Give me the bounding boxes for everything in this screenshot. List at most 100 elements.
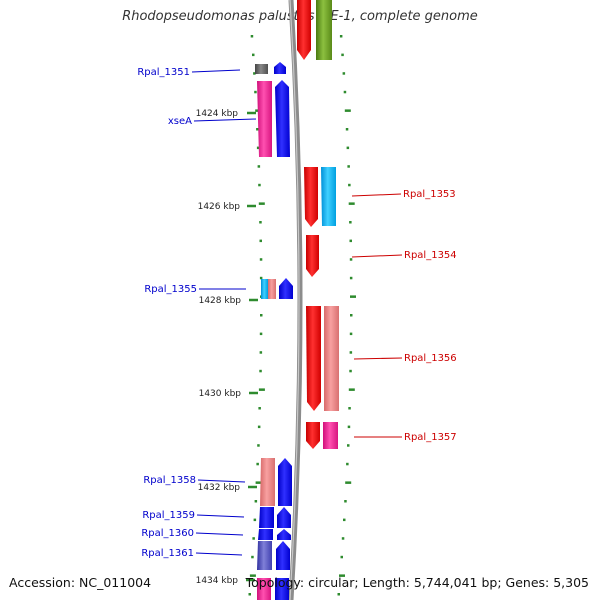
scale-tick: 1428 kbp [199,296,258,306]
scale-tick-label: 1426 kbp [198,202,241,212]
gene-label-text: Rpal_1360 [141,528,194,539]
minor-tick-dot [256,462,259,466]
genome-backbone-highlight [289,0,300,600]
minor-tick-dot [342,72,346,75]
minor-tick-dot [344,109,351,112]
minor-tick-dot [349,369,352,373]
minor-tick-dot [253,72,256,75]
minor-tick-dot [259,351,263,354]
gene-feature-arrow[interactable] [257,541,272,570]
minor-tick-dot [339,35,343,38]
gene-label-text: Rpal_1356 [404,353,457,364]
gene-feature-arrow[interactable] [297,0,311,60]
minor-tick-dot [250,35,254,38]
gene-feature-arrow[interactable] [316,0,332,60]
minor-tick-dot [258,202,265,205]
gene-label-text: Rpal_1359 [142,510,195,521]
gene-feature-arrow[interactable] [258,529,273,540]
minor-tick-dot [347,425,351,429]
gene-feature-arrow[interactable] [277,507,291,528]
scale-tick-label: 1432 kbp [198,483,241,493]
gene-feature-arrow[interactable] [276,541,290,570]
minor-tick-dot [260,314,263,317]
gene-label-rpal-1361[interactable]: Rpal_1361 [141,548,243,559]
gene-feature-arrow[interactable] [255,64,268,74]
gene-feature-arrow[interactable] [278,458,292,506]
gene-feature-arrow[interactable] [323,422,338,449]
minor-tick-dot [349,258,353,261]
gene-label-rpal-1358[interactable]: Rpal_1358 [143,475,246,486]
minor-tick-dot [346,146,350,150]
gene-feature-arrow[interactable] [259,507,274,528]
gene-label-text: xseA [168,116,192,127]
minor-tick-dot [255,481,262,484]
minor-tick-dot [256,146,260,150]
minor-tick-dot [347,165,350,168]
gene-feature-arrow[interactable] [277,529,291,540]
minor-tick-dot [249,574,256,577]
minor-tick-dot [349,221,352,224]
minor-tick-dot [251,555,254,559]
gene-feature-arrow[interactable] [321,167,336,226]
gene-feature-arrow[interactable] [275,80,290,157]
gene-feature-arrow[interactable] [306,235,319,277]
minor-tick-dot [349,276,353,280]
gene-label-text: Rpal_1361 [141,548,194,559]
minor-tick-dot [344,500,347,503]
gene-label-rpal-1353[interactable]: Rpal_1353 [351,189,456,200]
gene-feature-arrow[interactable] [261,279,268,299]
gene-feature-arrow[interactable] [324,306,339,411]
minor-tick-dot [258,407,261,410]
minor-tick-dot [257,165,261,168]
gene-label-rpal-1355[interactable]: Rpal_1355 [144,284,246,295]
minor-tick-dot [252,537,255,540]
gene-label-text: Rpal_1353 [403,189,456,200]
gene-label-rpal-1356[interactable]: Rpal_1356 [353,353,457,364]
gene-feature-arrow[interactable] [274,62,286,74]
minor-tick-dot [339,574,345,577]
scale-tick-label: 1430 kbp [199,389,242,399]
minor-tick-dot [348,388,355,391]
gene-labels: Rpal_1351 xseA Rpal_1353 Rpal_1354 Rpal_… [137,67,456,559]
minor-tick-dot [348,407,351,410]
gene-feature-arrow[interactable] [260,458,275,506]
minor-tick-dots [248,35,356,596]
gene-feature-arrow[interactable] [268,279,276,299]
gene-feature-arrow[interactable] [306,422,320,449]
scale-ticks: 1424 kbp 1426 kbp 1428 kbp 1430 kbp 1432… [196,109,258,586]
gene-label-rpal-1357[interactable]: Rpal_1357 [354,432,457,443]
minor-tick-dot [343,90,347,94]
minor-tick-dot [254,90,257,94]
minor-tick-dot [253,518,257,522]
scale-tick: 1424 kbp [196,109,256,119]
minor-tick-dot [349,239,352,243]
gene-label-rpal-1360[interactable]: Rpal_1360 [141,528,244,539]
minor-tick-dot [257,425,261,429]
gene-label-rpal-1359[interactable]: Rpal_1359 [142,510,245,521]
minor-tick-dot [259,369,262,373]
accession-label: Accession: NC_011004 [9,575,152,590]
minor-tick-dot [341,53,344,57]
scale-tick: 1430 kbp [199,389,258,399]
gene-feature-arrow[interactable] [257,81,272,157]
gene-label-text: Rpal_1357 [404,432,457,443]
minor-tick-dot [343,518,346,522]
gene-label-text: Rpal_1358 [143,475,196,486]
gene-label-xsea[interactable]: xseA [168,116,257,127]
minor-tick-dot [259,276,263,280]
gene-feature-arrow[interactable] [275,578,289,600]
gene-label-rpal-1351[interactable]: Rpal_1351 [137,67,241,78]
gene-label-text: Rpal_1355 [144,284,197,295]
minor-tick-dot [348,183,351,187]
gene-feature-arrow[interactable] [306,306,321,411]
gene-feature-arrow[interactable] [279,278,293,299]
gene-label-text: Rpal_1351 [137,67,190,78]
minor-tick-dot [258,388,265,391]
gene-label-rpal-1354[interactable]: Rpal_1354 [351,250,457,261]
minor-tick-dot [341,537,345,540]
gene-feature-arrow[interactable] [257,578,271,600]
gene-feature-arrow[interactable] [304,167,318,227]
minor-tick-dot [337,593,340,596]
minor-tick-dot [254,500,258,503]
